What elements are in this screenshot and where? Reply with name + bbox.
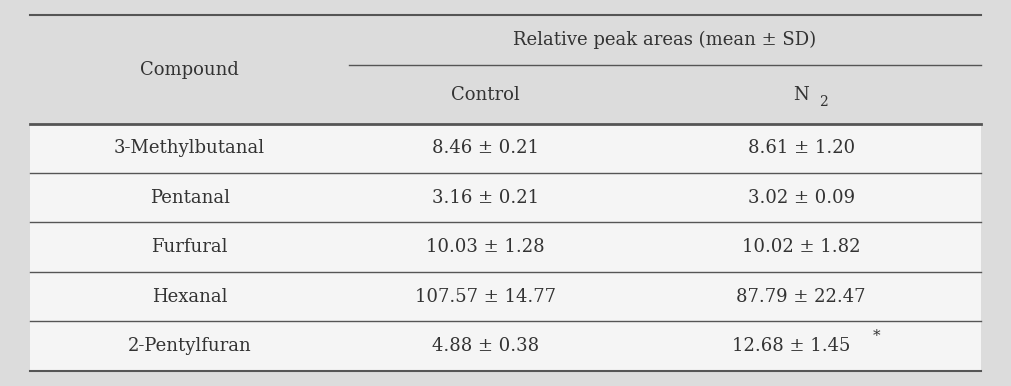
Text: N: N [794,86,809,103]
Text: 2: 2 [819,95,828,109]
Text: 10.02 ± 1.82: 10.02 ± 1.82 [742,238,860,256]
Text: 87.79 ± 22.47: 87.79 ± 22.47 [736,288,866,305]
Text: 12.68 ± 1.45: 12.68 ± 1.45 [732,337,850,355]
Text: 4.88 ± 0.38: 4.88 ± 0.38 [432,337,539,355]
Text: 8.61 ± 1.20: 8.61 ± 1.20 [748,139,854,157]
Text: 3-Methylbutanal: 3-Methylbutanal [114,139,265,157]
Text: 2-Pentylfuran: 2-Pentylfuran [127,337,252,355]
Text: Pentanal: Pentanal [150,189,229,207]
Text: 3.16 ± 0.21: 3.16 ± 0.21 [432,189,539,207]
Text: Hexanal: Hexanal [152,288,227,305]
Text: Control: Control [451,86,520,103]
Text: 8.46 ± 0.21: 8.46 ± 0.21 [432,139,539,157]
Text: Furfural: Furfural [152,238,227,256]
Text: 107.57 ± 14.77: 107.57 ± 14.77 [415,288,556,305]
Bar [30,124,981,371]
Text: Compound: Compound [141,61,239,79]
Text: Relative peak areas (mean ± SD): Relative peak areas (mean ± SD) [514,31,816,49]
Text: 10.03 ± 1.28: 10.03 ± 1.28 [426,238,545,256]
Text: 3.02 ± 0.09: 3.02 ± 0.09 [748,189,854,207]
Text: *: * [874,329,881,343]
